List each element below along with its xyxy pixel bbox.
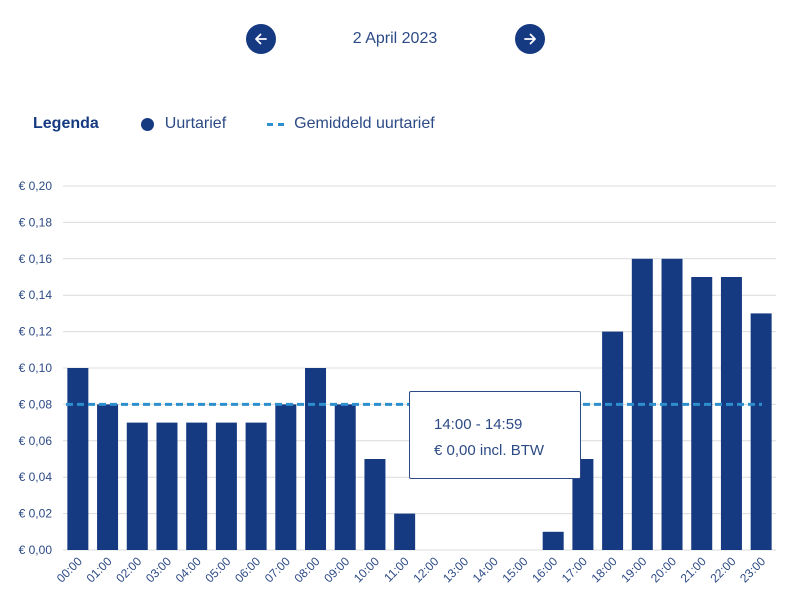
x-tick-label: 13:00 <box>440 554 471 585</box>
average-line-marker-icon <box>267 122 285 126</box>
x-tick-label: 14:00 <box>470 554 501 585</box>
bar <box>364 459 386 550</box>
bar <box>126 422 148 550</box>
current-date: 2 April 2023 <box>352 30 438 47</box>
x-tick-label: 11:00 <box>381 554 412 585</box>
arrow-right-icon <box>524 33 536 45</box>
series-marker-icon <box>140 117 154 131</box>
bar <box>305 368 327 550</box>
x-tick-label: 15:00 <box>499 554 530 585</box>
x-tick-label: 19:00 <box>618 554 649 585</box>
chart-legend: Legenda Uurtarief Gemiddeld uurtarief <box>33 113 435 135</box>
bar <box>186 422 208 550</box>
bar-tooltip: 14:00 - 14:59 € 0,00 incl. BTW <box>409 391 581 479</box>
x-tick-label: 18:00 <box>589 554 620 585</box>
next-day-button[interactable] <box>515 24 545 54</box>
x-tick-label: 09:00 <box>321 554 352 585</box>
bar <box>602 331 624 550</box>
y-tick-label: € 0,04 <box>19 470 53 484</box>
x-tick-label: 12:00 <box>410 554 441 585</box>
x-tick-label: 06:00 <box>232 554 263 585</box>
previous-day-button[interactable] <box>246 24 276 54</box>
bar <box>275 404 297 550</box>
x-tick-label: 02:00 <box>113 554 144 585</box>
x-tick-label: 16:00 <box>529 554 560 585</box>
bar <box>572 459 594 550</box>
y-tick-label: € 0,00 <box>19 543 53 557</box>
tooltip-value: € 0,00 incl. BTW <box>434 442 545 459</box>
x-tick-label: 10:00 <box>351 554 382 585</box>
y-tick-label: € 0,12 <box>19 325 53 339</box>
x-tick-label: 04:00 <box>173 554 204 585</box>
x-tick-label: 23:00 <box>737 554 768 585</box>
x-tick-label: 01:00 <box>84 554 115 585</box>
y-tick-label: € 0,18 <box>19 215 53 229</box>
tooltip-time: 14:00 - 14:59 <box>434 416 523 433</box>
legend-item-uurtarief[interactable]: Uurtarief <box>164 115 227 132</box>
bar <box>67 368 89 550</box>
y-tick-label: € 0,08 <box>19 397 53 411</box>
bar <box>245 422 267 550</box>
arrow-left-icon <box>255 33 267 45</box>
bar <box>542 531 564 550</box>
x-tick-label: 20:00 <box>648 554 679 585</box>
x-tick-label: 17:00 <box>559 554 590 585</box>
y-tick-label: € 0,20 <box>19 179 53 193</box>
y-tick-label: € 0,06 <box>19 434 53 448</box>
bar <box>691 277 713 550</box>
legend-title: Legenda <box>33 115 99 132</box>
y-tick-label: € 0,14 <box>19 288 53 302</box>
x-tick-label: 05:00 <box>202 554 233 585</box>
bar <box>215 422 237 550</box>
bar <box>334 404 356 550</box>
x-tick-label: 07:00 <box>262 554 293 585</box>
bar <box>720 277 742 550</box>
x-tick-label: 00:00 <box>54 554 85 585</box>
bar <box>156 422 178 550</box>
y-tick-label: € 0,10 <box>19 361 53 375</box>
x-tick-label: 03:00 <box>143 554 174 585</box>
y-tick-label: € 0,16 <box>19 252 53 266</box>
hourly-rate-bar-chart: € 0,00 € 0,02 € 0,04 € 0,06 € 0,08 € 0,10 € 0,… <box>19 179 776 585</box>
bar <box>750 313 772 550</box>
y-tick-label: € 0,02 <box>19 507 53 521</box>
x-tick-label: 22:00 <box>707 554 738 585</box>
bar <box>394 513 416 550</box>
x-tick-label: 21:00 <box>678 554 709 585</box>
legend-item-gemiddeld-uurtarief[interactable]: Gemiddeld uurtarief <box>294 115 435 132</box>
date-navigation: 2 April 2023 <box>0 24 800 56</box>
bar <box>97 404 119 550</box>
x-tick-label: 08:00 <box>292 554 323 585</box>
